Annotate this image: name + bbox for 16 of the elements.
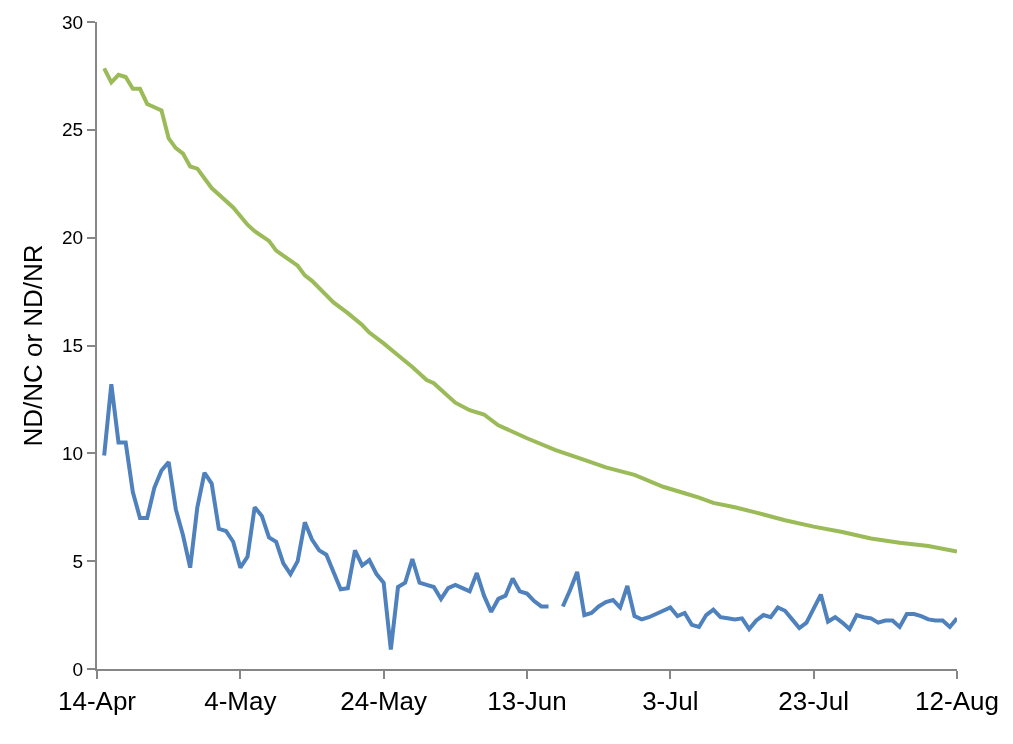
y-tick-label: 10 (62, 442, 84, 464)
y-tick-label: 25 (62, 119, 84, 141)
x-tick-label: 24-May (340, 686, 428, 717)
x-tick-label: 13-Jun (487, 686, 567, 717)
x-tick-label: 3-Jul (642, 686, 699, 717)
x-tick-label: 4-May (204, 686, 277, 717)
y-tick-label: 0 (72, 658, 84, 680)
y-tick-label: 30 (62, 11, 84, 33)
y-tick-label: 15 (62, 335, 84, 357)
x-tick-label: 12-Aug (915, 686, 999, 717)
y-axis-title: ND/NC or ND/NR (17, 244, 48, 447)
x-tick-label: 14-Apr (57, 686, 137, 717)
x-tick-label: 23-Jul (778, 686, 850, 717)
y-tick-label: 20 (62, 227, 84, 249)
line-series (102, 66, 957, 554)
y-tick-label: 5 (72, 550, 84, 572)
